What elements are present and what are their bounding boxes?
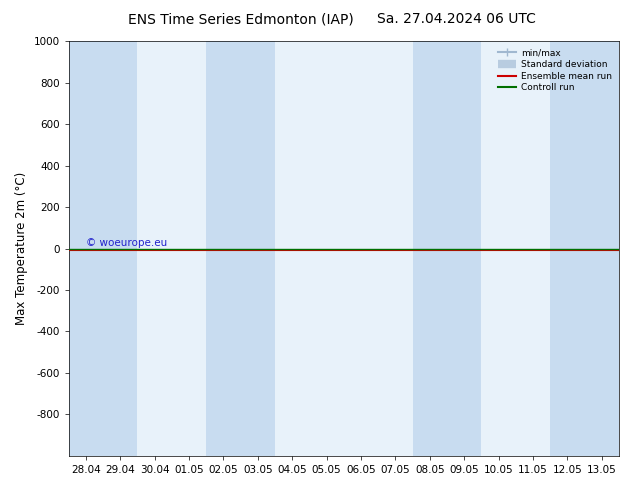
Bar bbox=[413, 41, 447, 456]
Text: © woeurope.eu: © woeurope.eu bbox=[86, 238, 167, 248]
Bar bbox=[344, 41, 378, 456]
Text: ENS Time Series Edmonton (IAP): ENS Time Series Edmonton (IAP) bbox=[128, 12, 354, 26]
Legend: min/max, Standard deviation, Ensemble mean run, Controll run: min/max, Standard deviation, Ensemble me… bbox=[496, 46, 614, 95]
Bar bbox=[103, 41, 138, 456]
Bar bbox=[481, 41, 516, 456]
Bar bbox=[447, 41, 481, 456]
Y-axis label: Max Temperature 2m (°C): Max Temperature 2m (°C) bbox=[15, 172, 28, 325]
Bar bbox=[585, 41, 619, 456]
Bar bbox=[138, 41, 172, 456]
Bar bbox=[206, 41, 241, 456]
Bar bbox=[309, 41, 344, 456]
Bar bbox=[550, 41, 585, 456]
Bar bbox=[516, 41, 550, 456]
Bar bbox=[275, 41, 309, 456]
Text: Sa. 27.04.2024 06 UTC: Sa. 27.04.2024 06 UTC bbox=[377, 12, 536, 26]
Bar bbox=[378, 41, 413, 456]
Bar bbox=[172, 41, 206, 456]
Bar bbox=[68, 41, 103, 456]
Bar bbox=[241, 41, 275, 456]
